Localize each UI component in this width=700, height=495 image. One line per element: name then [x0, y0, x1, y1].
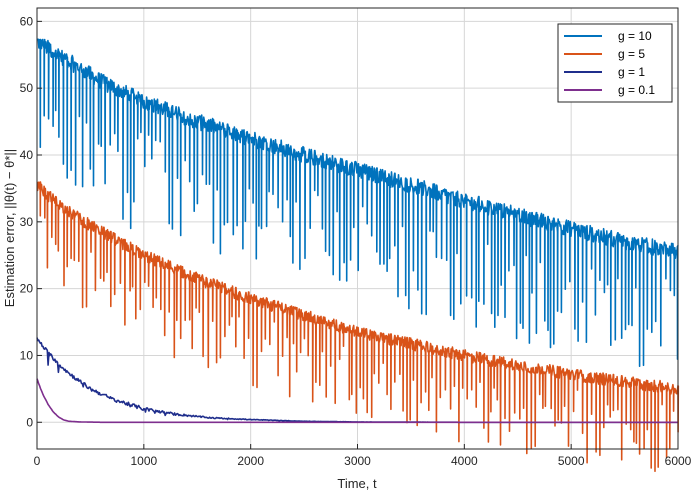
y-tick-label: 40: [20, 148, 34, 162]
y-axis-label: Estimation error, ||θ(t) − θ*||: [2, 149, 17, 307]
legend-label: g = 10: [618, 29, 652, 43]
legend-label: g = 5: [618, 47, 645, 61]
x-tick-label: 3000: [344, 454, 371, 468]
y-tick-label: 50: [20, 81, 34, 95]
y-tick-label: 60: [20, 14, 34, 28]
x-tick-label: 5000: [558, 454, 585, 468]
x-axis-label: Time, t: [337, 476, 377, 491]
y-tick-label: 0: [26, 415, 33, 429]
x-tick-label: 2000: [237, 454, 264, 468]
series-line-0: [36, 38, 679, 367]
x-tick-label: 0: [34, 454, 41, 468]
x-tick-label: 6000: [665, 454, 692, 468]
y-tick-label: 30: [20, 215, 34, 229]
legend-label: g = 0.1: [618, 83, 655, 97]
ticks: 0 1000 2000 3000 4000 5000 6000 0 10 20 30 40 50 60: [20, 14, 692, 468]
x-tick-label: 4000: [451, 454, 478, 468]
series-line-3: [36, 378, 678, 424]
legend: g = 10 g = 5 g = 1 g = 0.1: [557, 23, 673, 103]
legend-label: g = 1: [618, 65, 645, 79]
series-line-1: [36, 181, 680, 472]
y-tick-label: 10: [20, 348, 34, 362]
y-tick-label: 20: [20, 282, 34, 296]
x-tick-label: 1000: [130, 454, 157, 468]
series-group: [36, 38, 680, 472]
